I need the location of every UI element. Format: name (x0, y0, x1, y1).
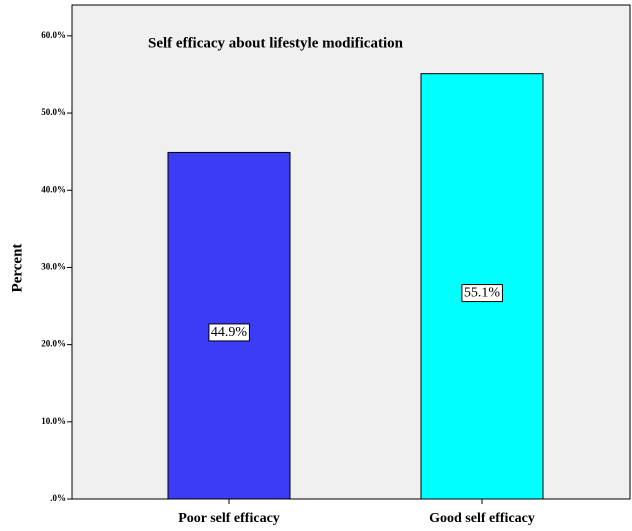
y-tick-label: 30.0% (41, 262, 66, 272)
y-tick-label: 10.0% (41, 416, 66, 426)
x-tick-label: Good self efficacy (429, 511, 535, 526)
x-tick-label: Poor self efficacy (178, 511, 280, 526)
y-tick-label: 40.0% (41, 184, 66, 194)
value-label: 44.9% (211, 325, 248, 340)
y-axis-label: Percent (9, 244, 25, 293)
chart-title: Self efficacy about lifestyle modificati… (148, 35, 404, 51)
value-label-box (208, 323, 250, 342)
value-label: 55.1% (464, 286, 501, 301)
plot-area (71, 4, 631, 500)
y-tick-label: 20.0% (41, 339, 66, 349)
y-tick-label: .0% (50, 493, 66, 503)
y-tick-label: 50.0% (41, 107, 66, 117)
y-tick-label: 60.0% (41, 30, 66, 40)
value-label-box (461, 284, 503, 303)
